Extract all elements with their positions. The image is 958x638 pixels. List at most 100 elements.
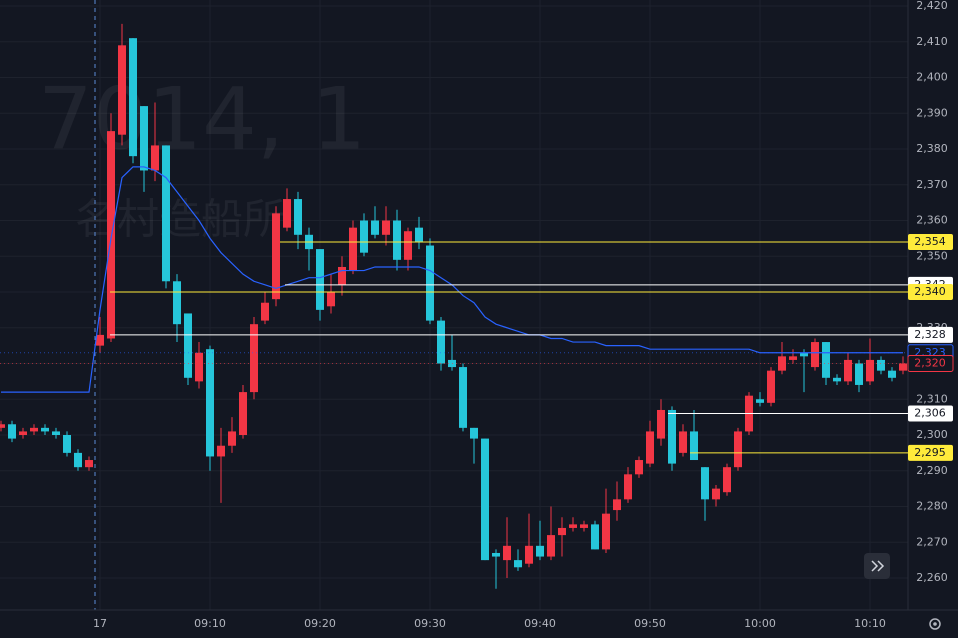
last-price-label: 2,320	[914, 357, 946, 370]
candle-body	[30, 427, 38, 432]
candle-body	[250, 324, 258, 393]
candle-body	[734, 431, 742, 468]
y-tick-label: 2,280	[916, 500, 948, 513]
candle-body	[855, 363, 863, 385]
candle-body	[756, 399, 764, 403]
candle-body	[712, 488, 720, 500]
candle-body	[811, 342, 819, 368]
x-tick-label: 09:30	[414, 617, 446, 630]
y-tick-label: 2,360	[916, 214, 948, 227]
y-tick-label: 2,270	[916, 535, 948, 548]
candle-body	[294, 199, 302, 235]
candle-body	[668, 409, 676, 464]
candle-body	[8, 424, 16, 439]
x-tick-label: 09:10	[194, 617, 226, 630]
y-tick-label: 2,310	[916, 392, 948, 405]
level-label-bg	[908, 233, 953, 250]
y-tick-label: 2,350	[916, 249, 948, 262]
candle-body	[657, 409, 665, 439]
candle-body	[239, 392, 247, 435]
candle-body	[833, 377, 841, 382]
candle-body	[877, 359, 885, 371]
y-tick-label: 2,420	[916, 0, 948, 12]
candle-body	[888, 370, 896, 378]
candle-body	[437, 320, 445, 364]
candle-body	[107, 131, 115, 339]
candle-body	[481, 438, 489, 561]
candle-body	[349, 227, 357, 271]
candle-body	[723, 467, 731, 493]
y-tick-label: 2,380	[916, 142, 948, 155]
candle-body	[470, 427, 478, 439]
last-price-label-bg	[907, 355, 954, 372]
y-tick-label: 2,400	[916, 71, 948, 84]
candle-body	[789, 356, 797, 360]
candle-body	[690, 431, 698, 461]
candle-body	[382, 220, 390, 235]
candle-body	[228, 431, 236, 446]
candle-body	[767, 370, 775, 403]
candle-body	[415, 227, 423, 242]
x-tick-label: 17	[93, 617, 107, 630]
candle-body	[459, 367, 467, 428]
candle-body	[327, 292, 335, 307]
candle-body	[316, 249, 324, 310]
candle-body	[283, 199, 291, 228]
candle-body	[899, 363, 907, 371]
level-label: 2,295	[914, 446, 946, 459]
y-tick-label: 2,290	[916, 464, 948, 477]
candle-body	[195, 352, 203, 382]
settings-button[interactable]	[929, 618, 941, 630]
candle-body	[602, 513, 610, 550]
candle-body	[0, 424, 5, 428]
candle-body	[558, 527, 566, 536]
candle-body	[96, 334, 104, 346]
candle-body	[536, 545, 544, 557]
x-tick-label: 09:40	[524, 617, 556, 630]
candle-body	[272, 213, 280, 300]
scroll-button[interactable]	[864, 553, 890, 579]
candle-body	[591, 524, 599, 550]
y-tick-label: 2,260	[916, 571, 948, 584]
x-tick-label: 09:20	[304, 617, 336, 630]
candle-body	[393, 220, 401, 260]
candle-body	[679, 431, 687, 453]
candle-body	[800, 352, 808, 357]
y-tick-label: 2,410	[916, 35, 948, 48]
candle-body	[360, 220, 368, 253]
level-label-bg	[908, 405, 953, 422]
candle-body	[19, 431, 27, 435]
y-tick-label: 2,390	[916, 106, 948, 119]
candle-body	[646, 431, 654, 464]
candle-body	[129, 38, 137, 157]
x-tick-label: 10:00	[744, 617, 776, 630]
candle-body	[492, 552, 500, 557]
level-label-bg	[908, 326, 953, 343]
candle-body	[635, 460, 643, 475]
candle-body	[580, 524, 588, 528]
watermark-symbol: 7014, 1	[38, 69, 366, 169]
candle-body	[404, 231, 412, 260]
candle-body	[118, 45, 126, 135]
candle-body	[701, 467, 709, 500]
level-label: 2,340	[914, 285, 946, 298]
plot	[0, 23, 907, 589]
candle-body	[514, 560, 522, 568]
candle-body	[85, 460, 93, 468]
y-tick-label: 2,370	[916, 178, 948, 191]
candle-body	[371, 220, 379, 235]
level-label-bg	[908, 284, 953, 300]
x-tick-label: 10:10	[854, 617, 886, 630]
level-label-bg	[908, 444, 953, 461]
level-label: 2,354	[914, 235, 946, 248]
candle-body	[613, 499, 621, 511]
candle-body	[173, 281, 181, 325]
y-tick-label: 2,300	[916, 428, 948, 441]
candle-body	[338, 266, 346, 285]
candle-body	[206, 349, 214, 457]
candle-body	[426, 245, 434, 321]
candle-body	[74, 452, 82, 468]
candle-body	[217, 445, 225, 457]
